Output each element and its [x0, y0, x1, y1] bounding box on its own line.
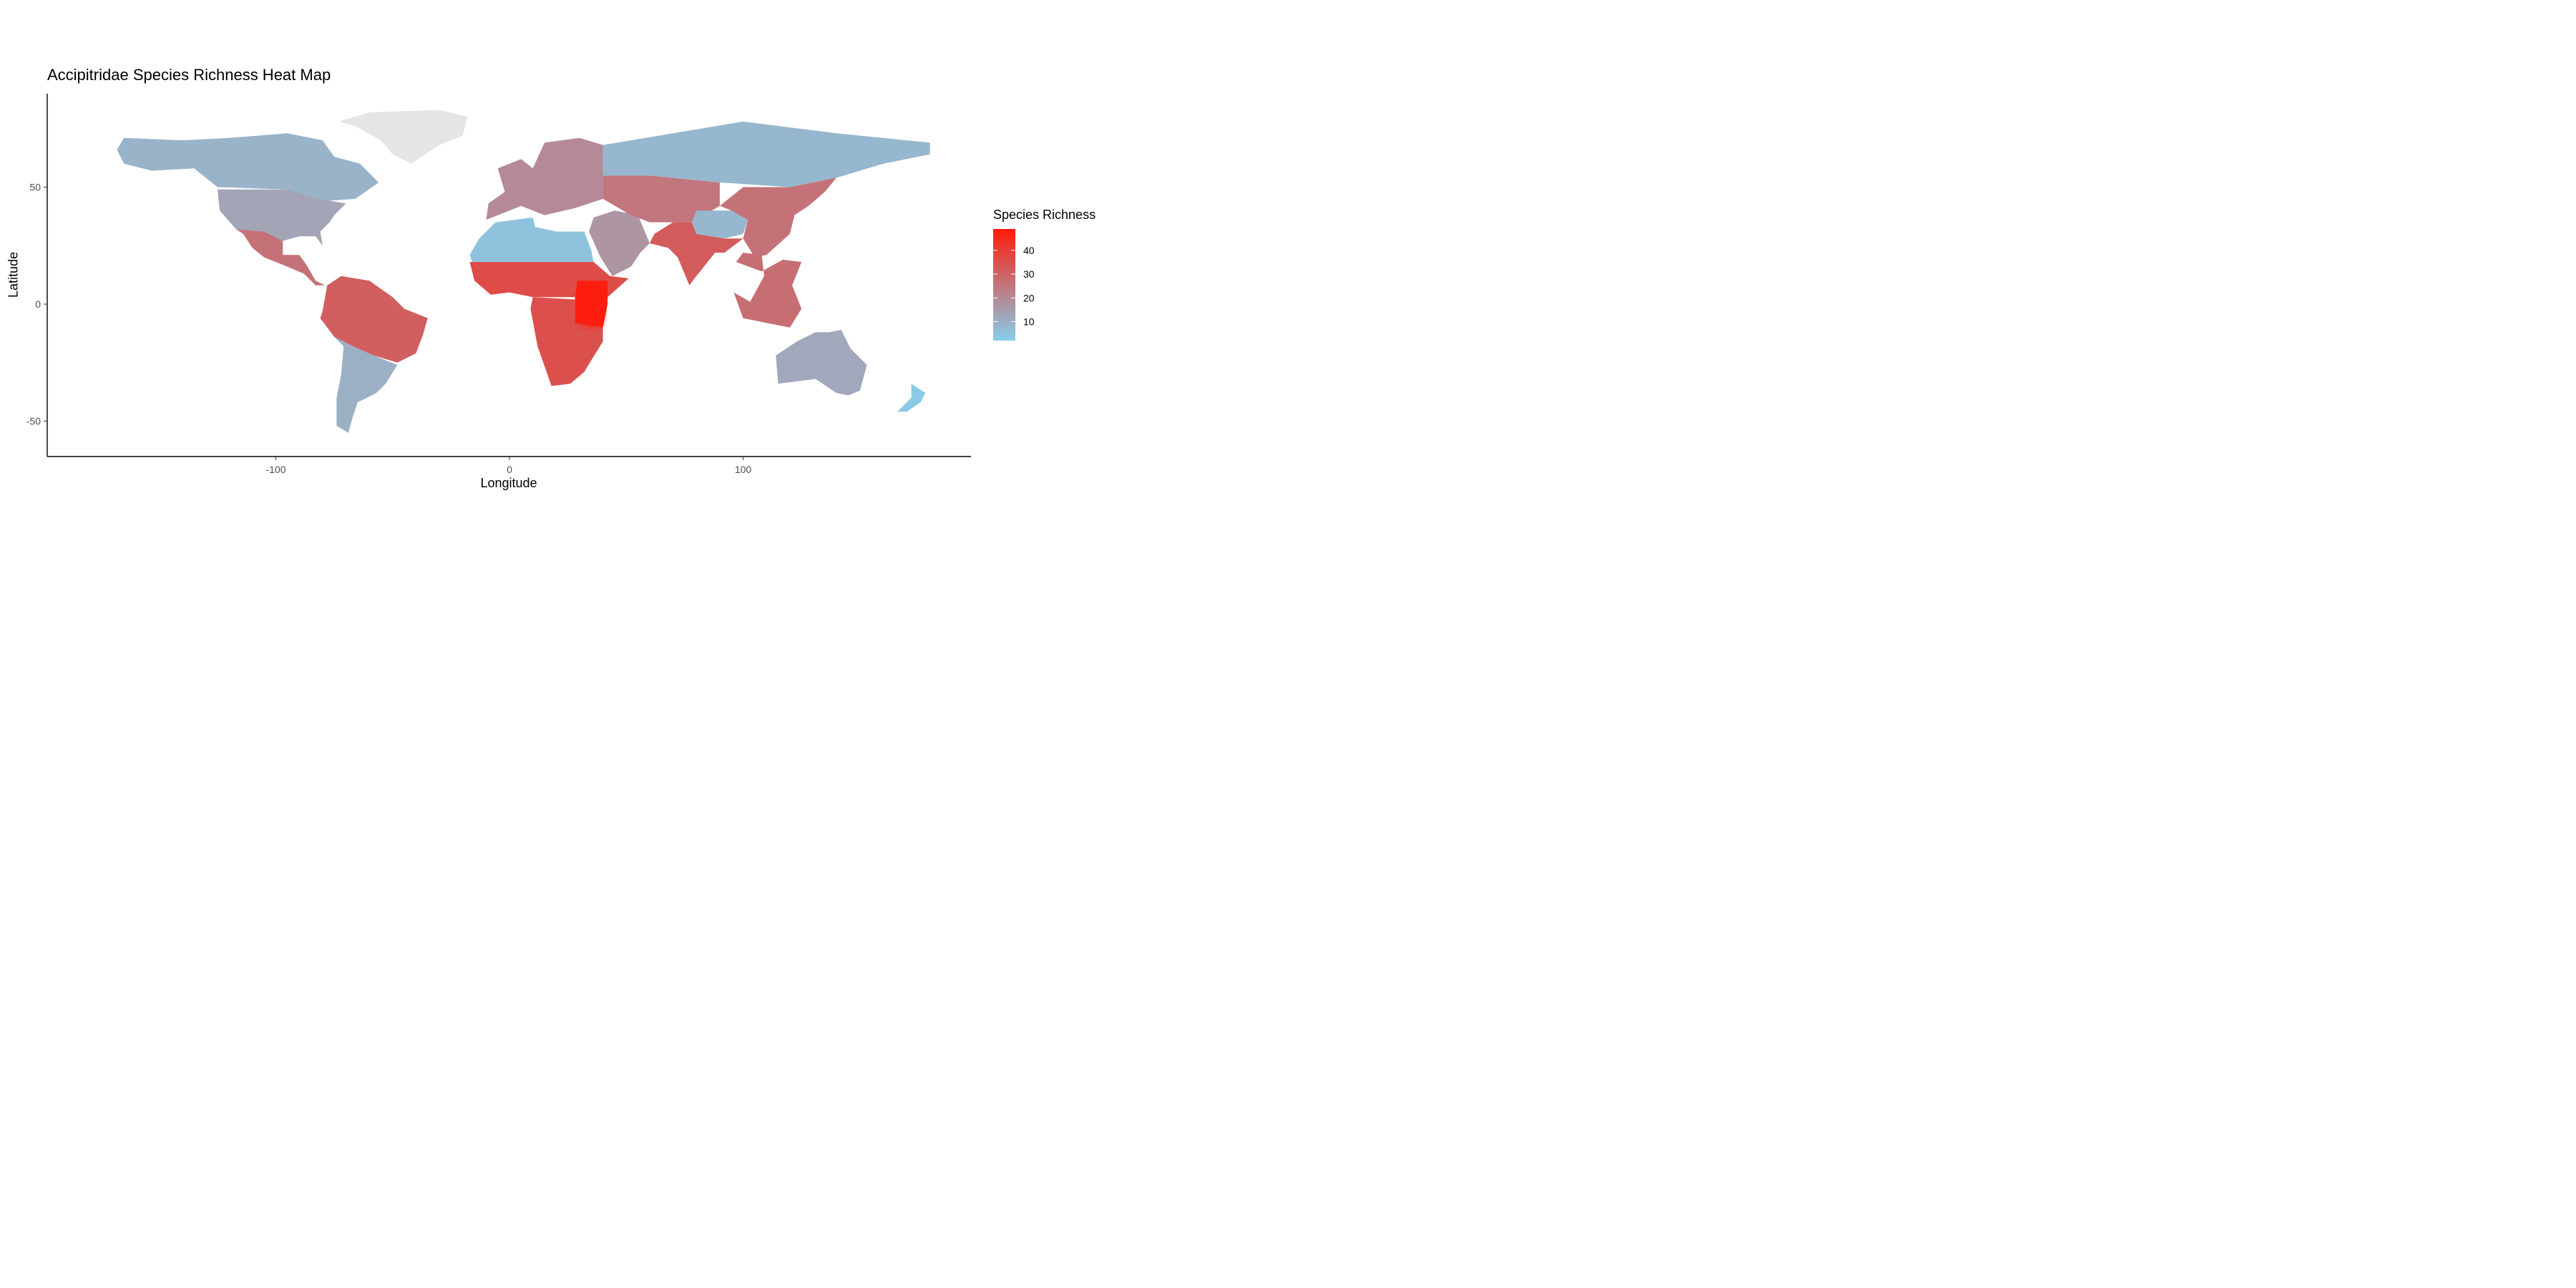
region-greenland	[338, 109, 468, 164]
legend-colorbar	[993, 229, 1015, 341]
region-southeast-asia	[733, 253, 802, 328]
x-tick-label: 100	[735, 464, 752, 475]
x-tick-label: 0	[507, 464, 512, 475]
hotspot-east-africa	[578, 290, 605, 328]
region-europe	[486, 137, 603, 220]
region-southern-africa	[530, 297, 603, 386]
legend-tick-label: 40	[1023, 245, 1035, 256]
map-plot: -100 0 100 -50 0 50 10 20 30 40	[26, 94, 1035, 476]
region-north-america-north-	[117, 133, 379, 202]
color-legend: 10 20 30 40	[993, 229, 1035, 341]
region-north-america-south-	[217, 189, 346, 246]
region-central-asia	[602, 175, 720, 223]
region-new-zealand	[897, 384, 926, 412]
legend-title: Species Richness	[993, 208, 1096, 222]
landmass-layer	[117, 109, 930, 433]
x-axis-label: Longitude	[480, 476, 537, 490]
y-tick-label: 50	[29, 182, 41, 193]
region-sahara	[469, 218, 594, 263]
region-east-asia	[719, 177, 837, 258]
region-mexico-central-america	[236, 229, 326, 286]
region-australia	[776, 330, 867, 396]
region-himalayas-south-asia	[649, 222, 743, 286]
legend-tick-label: 10	[1023, 316, 1035, 327]
region-south-america-south-	[334, 336, 398, 433]
region-siberia	[602, 121, 930, 187]
legend-tick-label: 30	[1023, 268, 1035, 280]
map-canvas: Accipitridae Species Richness Heat Map -…	[0, 0, 1116, 558]
chart-title: Accipitridae Species Richness Heat Map	[47, 66, 331, 84]
legend-tick-label: 20	[1023, 292, 1035, 303]
x-tick-label: -100	[265, 464, 286, 475]
region-south-america-amazon-	[320, 275, 428, 363]
region-middle-east	[589, 210, 650, 276]
y-tick-label: 0	[35, 298, 41, 310]
y-axis-label: Latitude	[6, 251, 21, 298]
axis-ticks: -100 0 100 -50 0 50	[26, 182, 752, 476]
region-tibetan-plateau	[691, 210, 748, 239]
y-tick-label: -50	[26, 416, 41, 427]
